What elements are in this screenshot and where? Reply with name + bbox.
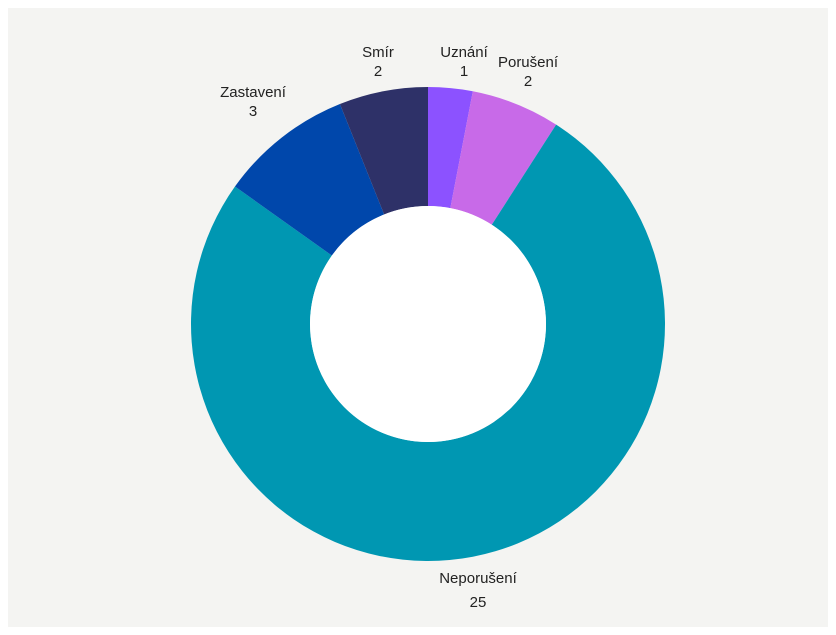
slice-label-poruseni: Porušení: [498, 54, 559, 71]
donut-slices: [191, 87, 666, 561]
slice-label-neporuseni: Neporušení: [439, 570, 517, 587]
slice-label-zastaveni: Zastavení: [220, 84, 287, 101]
slice-uznani: [428, 87, 473, 209]
slice-label-uznani: Uznání: [440, 44, 488, 61]
slice-label-smir: Smír: [362, 44, 394, 61]
slice-neporuseni: [191, 124, 666, 561]
slice-poruseni: [450, 91, 557, 225]
slice-zastaveni: [234, 103, 385, 256]
slice-value-uznani: 1: [460, 63, 468, 80]
donut-hole: [310, 206, 546, 442]
slice-smir: [339, 87, 428, 215]
slice-value-zastaveni: 3: [249, 103, 257, 120]
slice-labels: Uznání 1 Porušení 2 Neporušení 25 Zastavení 3 Sm…: [220, 44, 559, 611]
slice-value-neporuseni: 25: [470, 594, 487, 611]
slice-value-smir: 2: [374, 63, 382, 80]
slice-value-poruseni: 2: [524, 73, 532, 90]
